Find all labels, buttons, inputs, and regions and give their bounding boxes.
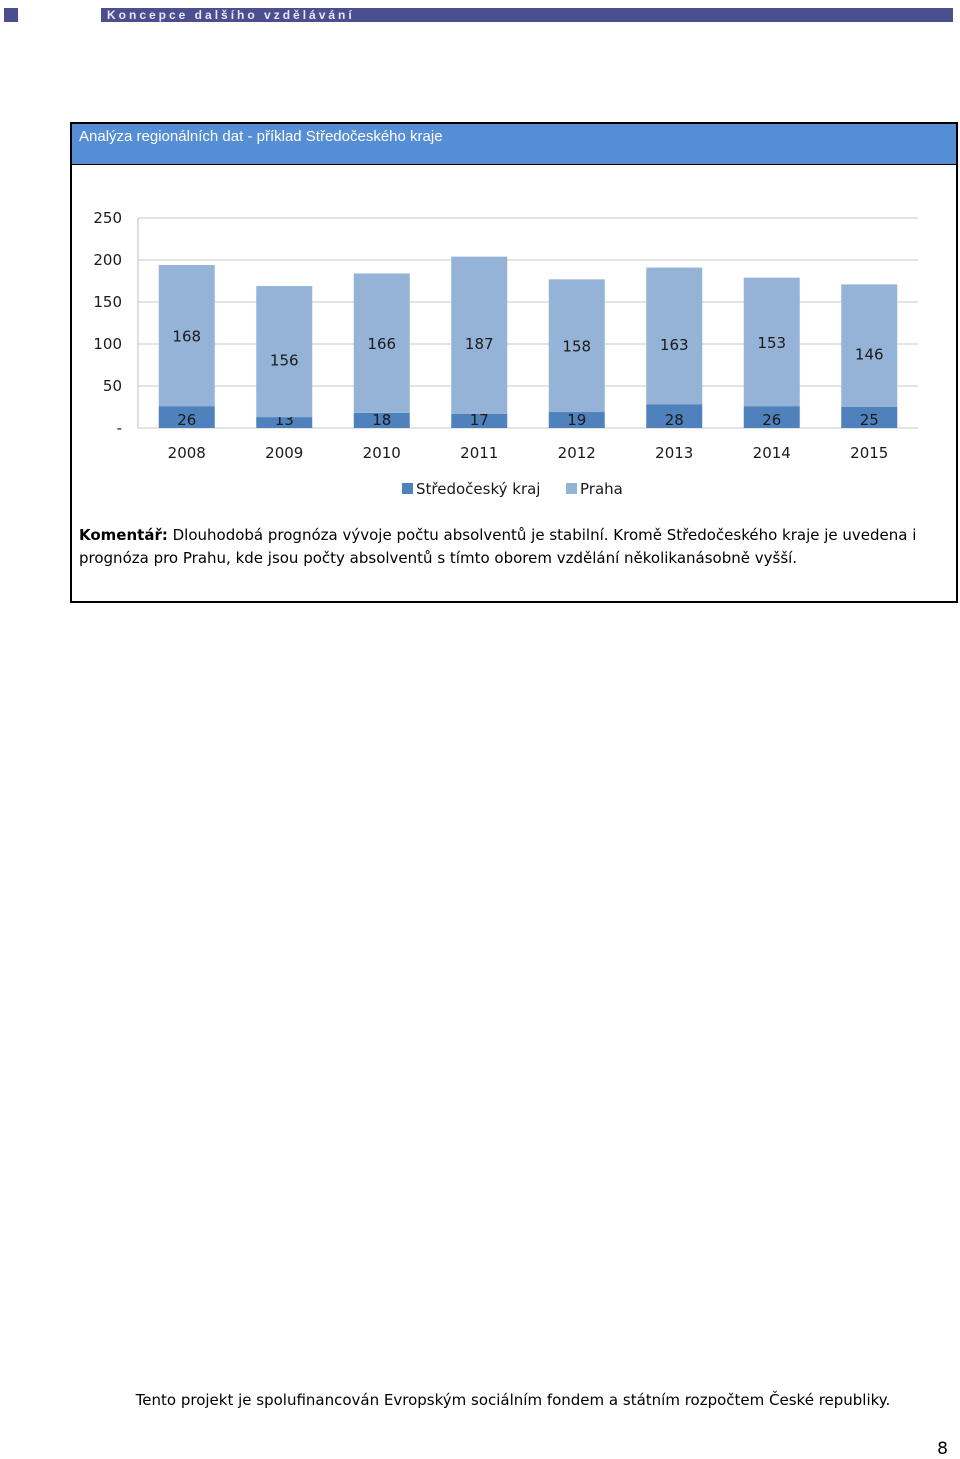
bar-stredocesky: [353, 412, 410, 428]
data-label: 158: [562, 338, 591, 356]
y-tick-label: -: [117, 419, 122, 437]
x-tick-label: 2014: [753, 444, 791, 462]
bar-stredocesky: [158, 406, 215, 428]
legend-label: Praha: [580, 480, 623, 498]
data-label: 163: [660, 336, 689, 354]
bar-praha: [743, 277, 800, 407]
legend-swatch: [566, 483, 577, 494]
data-label: 17: [470, 411, 489, 429]
bar-praha: [256, 286, 313, 418]
x-tick-label: 2012: [558, 444, 596, 462]
panel-header: Analýza regionálních dat - příklad Střed…: [72, 124, 956, 165]
panel-title: Analýza regionálních dat - příklad Střed…: [79, 128, 443, 145]
bar-stredocesky: [841, 407, 898, 428]
data-label: 168: [172, 328, 201, 346]
x-tick-label: 2011: [460, 444, 498, 462]
y-tick-label: 200: [93, 251, 122, 269]
data-label: 166: [367, 335, 396, 353]
legend-swatch: [402, 483, 413, 494]
y-tick-label: 150: [93, 293, 122, 311]
x-tick-label: 2013: [655, 444, 693, 462]
data-label: 187: [465, 335, 494, 353]
bar-praha: [158, 265, 215, 407]
data-label: 146: [855, 346, 884, 364]
header-square: [4, 8, 18, 22]
data-label: 26: [762, 411, 781, 429]
bar-praha: [353, 273, 410, 413]
y-tick-label: 250: [93, 209, 122, 227]
bar-stredocesky: [743, 406, 800, 428]
bar-praha: [451, 256, 508, 414]
data-label: 25: [860, 411, 879, 429]
bar-praha: [548, 279, 605, 413]
bar-stredocesky: [451, 413, 508, 428]
analysis-panel: Analýza regionálních dat - příklad Střed…: [70, 122, 958, 603]
page-number: 8: [937, 1439, 948, 1459]
data-label: 18: [372, 411, 391, 429]
legend-label: Středočeský kraj: [416, 480, 540, 498]
x-tick-label: 2009: [265, 444, 303, 462]
data-label: 19: [567, 411, 586, 429]
y-tick-label: 50: [103, 377, 122, 395]
comment-text: Dlouhodobá prognóza vývoje počtu absolve…: [79, 526, 917, 567]
x-tick-label: 2008: [168, 444, 206, 462]
x-tick-label: 2015: [850, 444, 888, 462]
bar-praha: [841, 284, 898, 407]
footer-note: Tento projekt je spolufinancován Evropsk…: [135, 1391, 891, 1409]
x-tick-label: 2010: [363, 444, 401, 462]
data-label: 28: [665, 411, 684, 429]
data-label: 156: [270, 352, 299, 370]
bar-stredocesky: [646, 404, 703, 428]
header-bar: Koncepce dalšího vzdělávání: [101, 8, 953, 22]
header-title: Koncepce dalšího vzdělávání: [107, 8, 355, 22]
data-label: 153: [757, 334, 786, 352]
bar-praha: [646, 267, 703, 405]
data-label: 26: [177, 411, 196, 429]
comment-label: Komentář:: [79, 526, 168, 544]
bar-stredocesky: [256, 417, 313, 428]
y-tick-label: 100: [93, 335, 122, 353]
bar-stredocesky: [548, 412, 605, 428]
comment: Komentář: Dlouhodobá prognóza vývoje poč…: [79, 524, 951, 570]
stacked-bar-chart: -501001502002502616820081315620091816620…: [93, 209, 918, 498]
